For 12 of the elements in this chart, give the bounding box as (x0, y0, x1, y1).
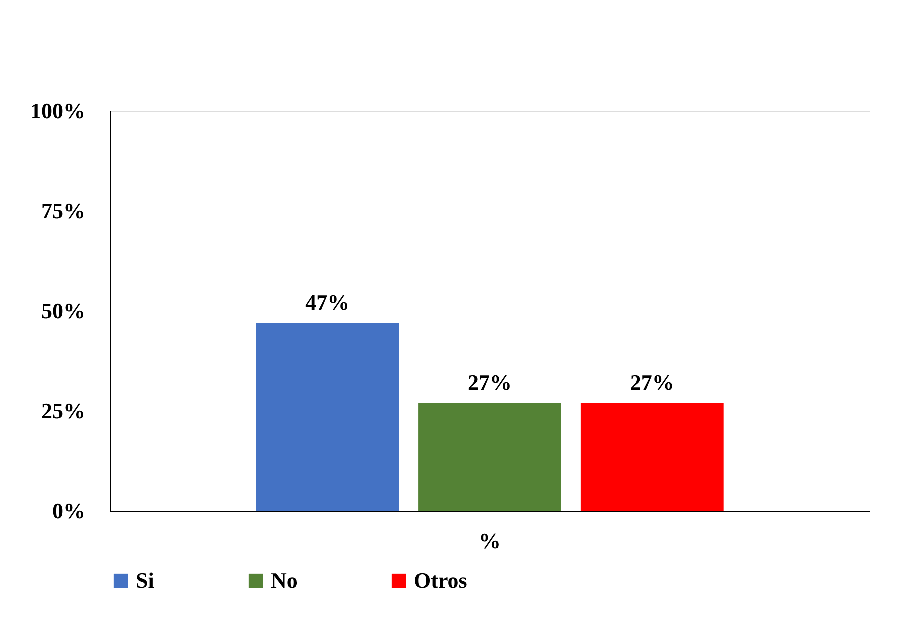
legend-label: Si (136, 568, 154, 593)
legend-label: Otros (414, 568, 468, 593)
x-tick-label: % (479, 528, 501, 554)
y-tick-label: 75% (42, 198, 86, 224)
data-label: 27% (468, 370, 512, 395)
y-tick-label: 50% (42, 298, 86, 324)
data-label: 47% (306, 290, 350, 315)
legend-label: No (271, 568, 298, 593)
data-label: 27% (630, 370, 674, 395)
y-tick-label: 0% (52, 498, 86, 524)
y-tick-label: 100% (30, 98, 86, 124)
y-tick-label: 25% (42, 398, 86, 424)
